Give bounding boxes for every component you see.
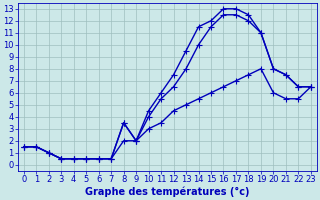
X-axis label: Graphe des températures (°c): Graphe des températures (°c)	[85, 187, 250, 197]
